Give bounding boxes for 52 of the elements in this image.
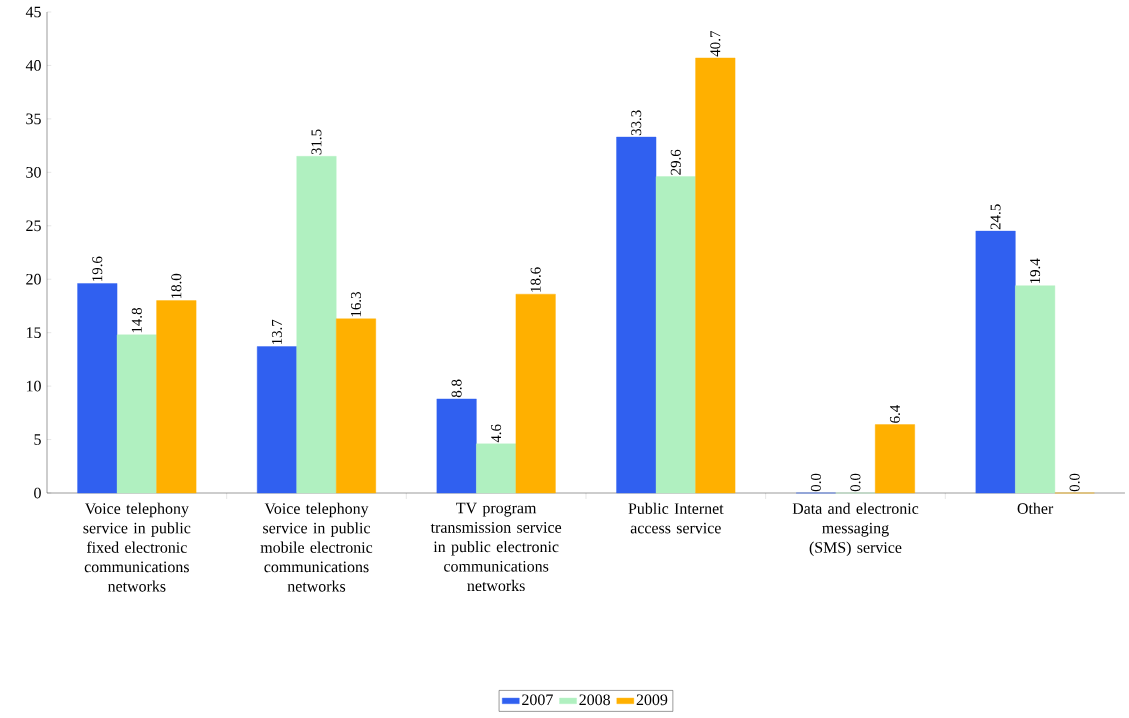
y-tick-label: 5 [34,434,41,445]
data-label: 19.4 [1030,258,1041,284]
y-tick-label: 0 [34,487,41,499]
bar [975,230,1016,494]
data-label: 16.3 [350,292,362,317]
legend-label: 2008 [579,694,610,706]
bar [1015,285,1056,494]
legend-label: 2009 [636,694,668,706]
y-tick-label: 45 [25,6,41,18]
data-label: 13.7 [271,319,283,345]
data-label: 33.3 [631,110,642,136]
y-tick-label: 25 [26,220,41,232]
data-label: 29.6 [670,149,681,175]
bar [436,398,477,494]
data-label: 0.0 [810,473,822,492]
x-tick-label: Other [1017,502,1054,514]
bar [515,293,556,494]
y-tick-label: 20 [26,273,41,285]
data-label: 0.0 [850,473,861,492]
data-label: 6.4 [889,404,901,423]
data-label: 40.7 [710,31,721,57]
bar [257,346,297,494]
y-tick-label: 15 [26,327,41,339]
data-label: 18.6 [530,267,541,292]
bar [336,318,376,494]
data-label: 14.8 [131,308,142,333]
data-label: 19.6 [92,256,103,281]
data-label: 0.0 [1069,473,1080,492]
bar [875,424,915,494]
bar [695,57,736,494]
bar [655,176,696,494]
bar [77,283,118,494]
data-label: 8.8 [451,379,462,398]
y-tick-label: 40 [25,60,41,71]
x-tick-label: Voice telephony service in public mobile electronic communications networks [260,502,373,592]
y-tick-label: 30 [26,166,41,178]
data-label: 4.6 [491,424,502,443]
bar [116,334,157,494]
x-tick-label: Public Internet access service [628,502,724,534]
bar [616,136,657,494]
data-label: 18.0 [171,273,182,299]
bar [476,443,517,494]
y-tick-label: 10 [26,380,41,392]
y-tick-label: 35 [26,113,41,125]
x-tick-label: Data and electronic messaging (SMS) service [792,502,919,557]
x-tick-label: TV program transmission service in public electronic communications networks [430,502,562,592]
bar [156,300,197,494]
data-label: 24.5 [990,204,1001,230]
x-tick-label: Voice telephony service in public fixed electronic communications networks [83,502,191,592]
legend-label: 2007 [522,694,553,706]
data-label: 31.5 [311,129,322,155]
bar [296,156,337,494]
